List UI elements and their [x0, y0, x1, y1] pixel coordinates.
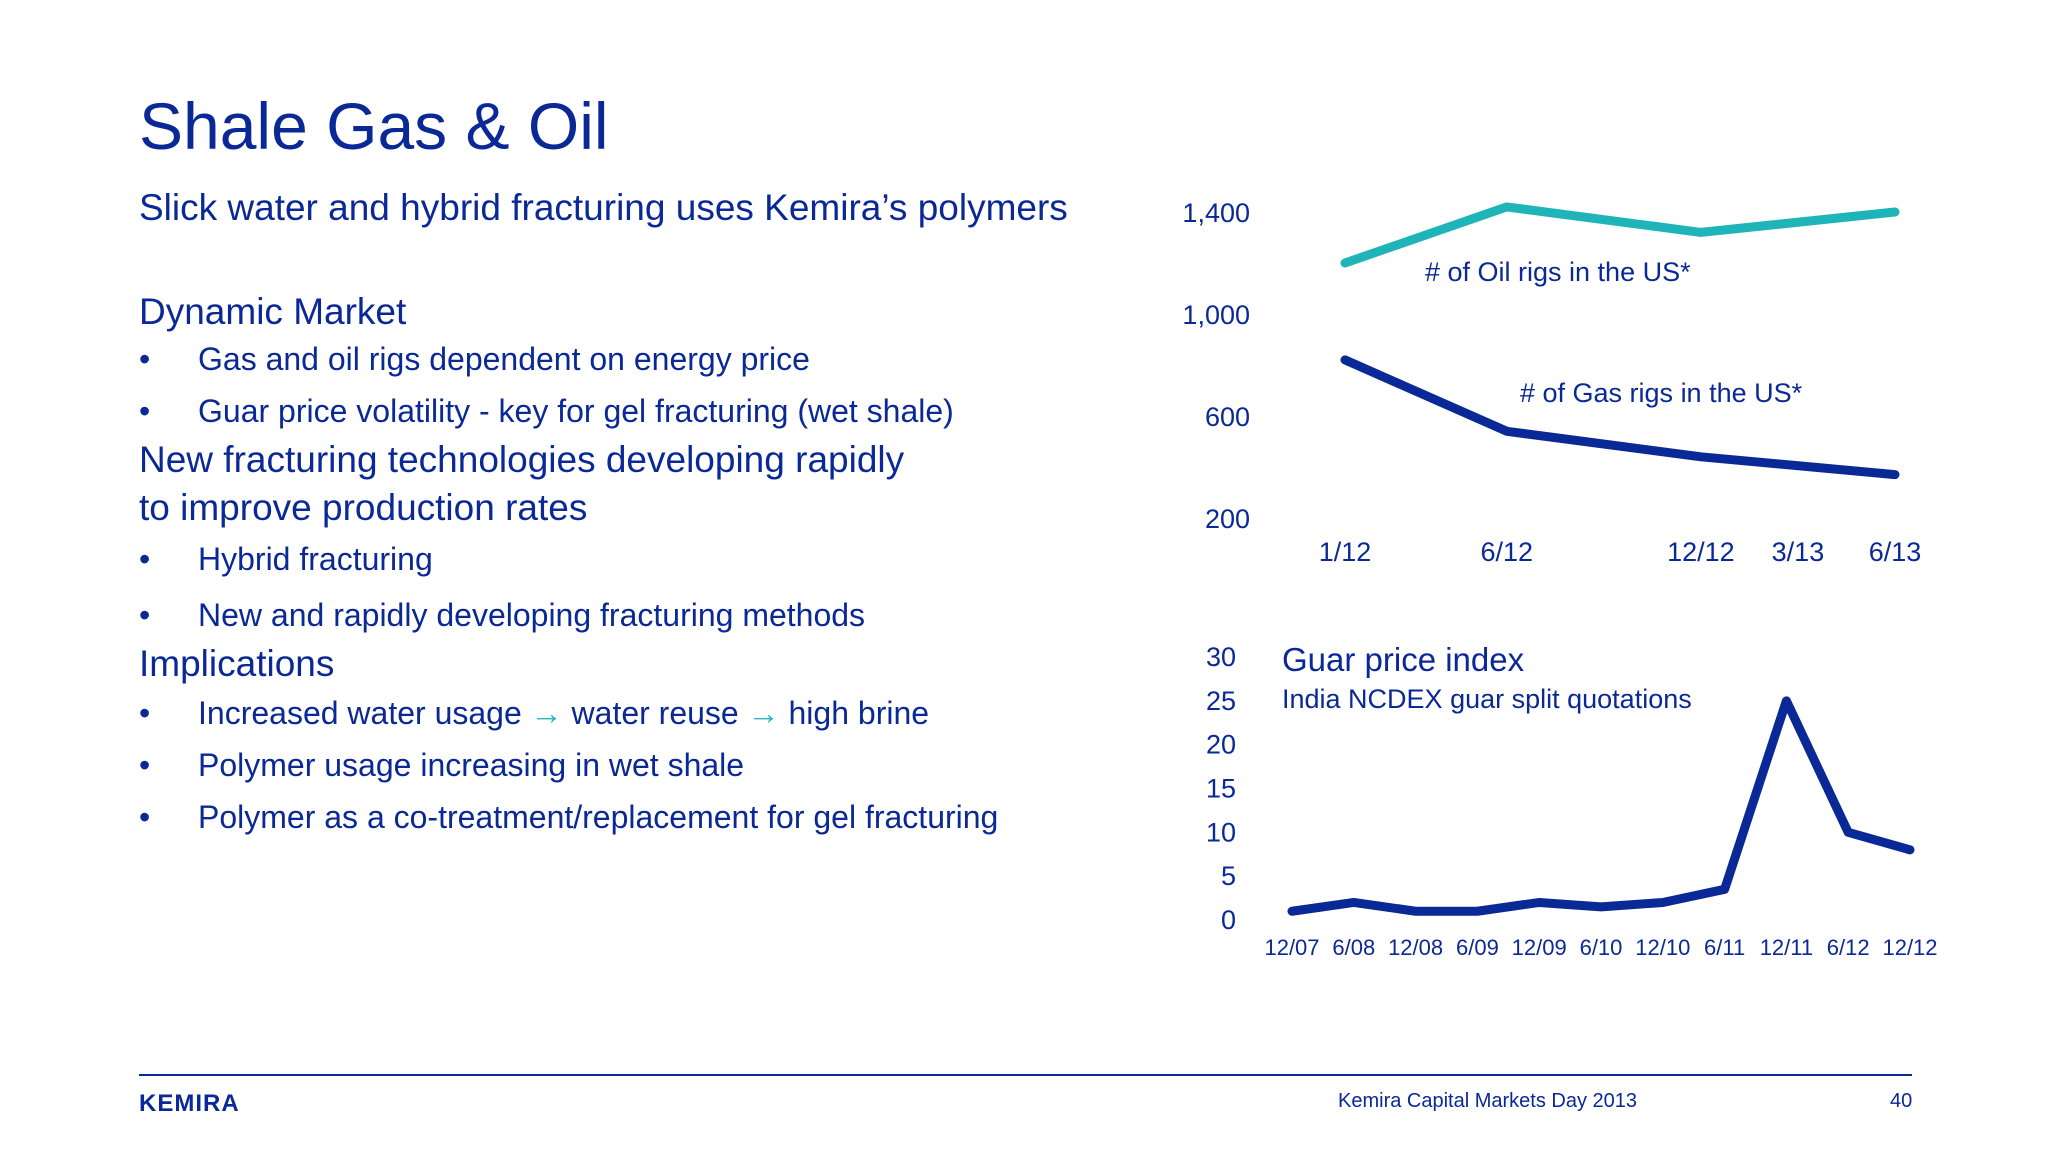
series-label-oil-rigs: # of Oil rigs in the US*: [1425, 257, 1691, 287]
bullet-glyph: •: [139, 695, 151, 731]
footer-event: Kemira Capital Markets Day 2013: [1338, 1090, 1638, 1112]
bullet-item: • Hybrid fracturing: [139, 540, 1139, 578]
bullet-text: Gas and oil rigs dependent on energy pri…: [198, 341, 810, 377]
series-line-oil-rigs: [1340, 202, 1900, 268]
x-tick-label: 12/10: [1635, 935, 1690, 960]
bullet-glyph: •: [139, 541, 151, 577]
bullet-text-part: Increased water usage: [198, 695, 531, 731]
x-tick-label: 12/07: [1264, 935, 1319, 960]
bullet-text: Guar price volatility - key for gel frac…: [198, 393, 954, 429]
y-tick-label: 10: [1206, 817, 1236, 847]
y-tick-label: 0: [1221, 905, 1236, 935]
y-tick-label: 20: [1206, 730, 1236, 760]
slide-subtitle: Slick water and hybrid fracturing uses K…: [139, 187, 1068, 228]
series-line-guar-price: [1287, 696, 1915, 916]
x-tick-label: 6/11: [1704, 935, 1745, 960]
x-tick-label: 12/12: [1667, 537, 1735, 567]
guar-price-chart: 30 25 20 15 10 5 0 12/07 6/08 12/08 6/09 12/09 6/10 1…: [1206, 641, 1938, 960]
bullet-text: Polymer usage increasing in wet shale: [198, 747, 745, 783]
bullet-text: New and rapidly developing fracturing me…: [198, 597, 866, 633]
bullet-item: • Increased water usage → water reuse → h…: [139, 694, 1139, 732]
x-tick-label: 6/12: [1480, 537, 1533, 567]
x-tick-label: 6/12: [1827, 935, 1870, 960]
bullet-glyph: •: [139, 799, 151, 835]
heading-line: New fracturing technologies developing r…: [139, 439, 905, 480]
series-label-gas-rigs: # of Gas rigs in the US*: [1520, 378, 1803, 408]
x-tick-label: 12/11: [1760, 935, 1813, 960]
section-heading-new-technologies: New fracturing technologies developing r…: [139, 436, 1139, 532]
y-tick-label: 5: [1221, 861, 1236, 891]
x-tick-label: 1/12: [1319, 537, 1372, 567]
y-tick-label: 200: [1205, 504, 1250, 534]
bullet-item: • Polymer as a co-treatment/replacement f…: [139, 798, 1139, 836]
y-tick-label: 15: [1206, 774, 1236, 804]
section-heading-dynamic-market: Dynamic Market: [139, 291, 407, 332]
bullet-text-part: water reuse: [562, 695, 748, 731]
y-tick-label: 600: [1205, 402, 1250, 432]
series-line-gas-rigs: [1340, 355, 1900, 480]
x-tick-label: 12/08: [1388, 935, 1443, 960]
slide-title: Shale Gas & Oil: [139, 89, 609, 163]
bullet-glyph: •: [139, 747, 151, 783]
footer-divider: [139, 1074, 1912, 1076]
content-column: Slick water and hybrid fracturing uses K…: [139, 186, 1139, 836]
bullet-glyph: •: [139, 341, 151, 377]
kemira-logo: KEMIRA: [139, 1090, 240, 1117]
x-tick-label: 6/09: [1456, 935, 1499, 960]
bullet-list-implications: • Increased water usage → water reuse → h…: [139, 694, 1139, 836]
y-tick-label: 25: [1206, 686, 1236, 716]
y-tick-label: 1,000: [1182, 300, 1250, 330]
x-tick-label: 6/13: [1869, 537, 1922, 567]
bullet-item: • Gas and oil rigs dependent on energy pr…: [139, 340, 1139, 378]
x-tick-label: 6/08: [1332, 935, 1375, 960]
bullet-list-dynamic-market: • Gas and oil rigs dependent on energy pr…: [139, 340, 1139, 430]
chart-subtitle: India NCDEX guar split quotations: [1282, 684, 1692, 714]
bullet-item: • Polymer usage increasing in wet shale: [139, 746, 1139, 784]
y-tick-label: 30: [1206, 642, 1236, 672]
heading-line: to improve production rates: [139, 487, 588, 528]
rig-count-chart: 1,400 1,000 600 200 1/12 6/12 12/12 3/13 6/13 # o…: [1182, 198, 1922, 567]
page-number: 40: [1890, 1090, 1913, 1112]
section-heading-implications: Implications: [139, 643, 335, 684]
y-tick-label: 1,400: [1182, 198, 1250, 228]
bullet-item: • New and rapidly developing fracturing m…: [139, 596, 1139, 634]
bullet-text: Polymer as a co-treatment/replacement fo…: [198, 799, 999, 835]
x-tick-label: 12/09: [1512, 935, 1567, 960]
arrow-icon: →: [747, 695, 780, 731]
bullet-list-new-technologies: • Hybrid fracturing • New and rapidly deve…: [139, 540, 1139, 634]
bullet-item: • Guar price volatility - key for gel fra…: [139, 392, 1139, 430]
chart-title: Guar price index: [1282, 641, 1525, 678]
arrow-icon: →: [530, 695, 563, 731]
x-tick-label: 3/13: [1772, 537, 1825, 567]
bullet-text-part: high brine: [779, 695, 930, 731]
bullet-glyph: •: [139, 393, 151, 429]
x-tick-label: 6/10: [1580, 935, 1623, 960]
x-tick-label: 12/12: [1882, 935, 1937, 960]
bullet-text: Hybrid fracturing: [198, 541, 433, 577]
bullet-glyph: •: [139, 597, 151, 633]
